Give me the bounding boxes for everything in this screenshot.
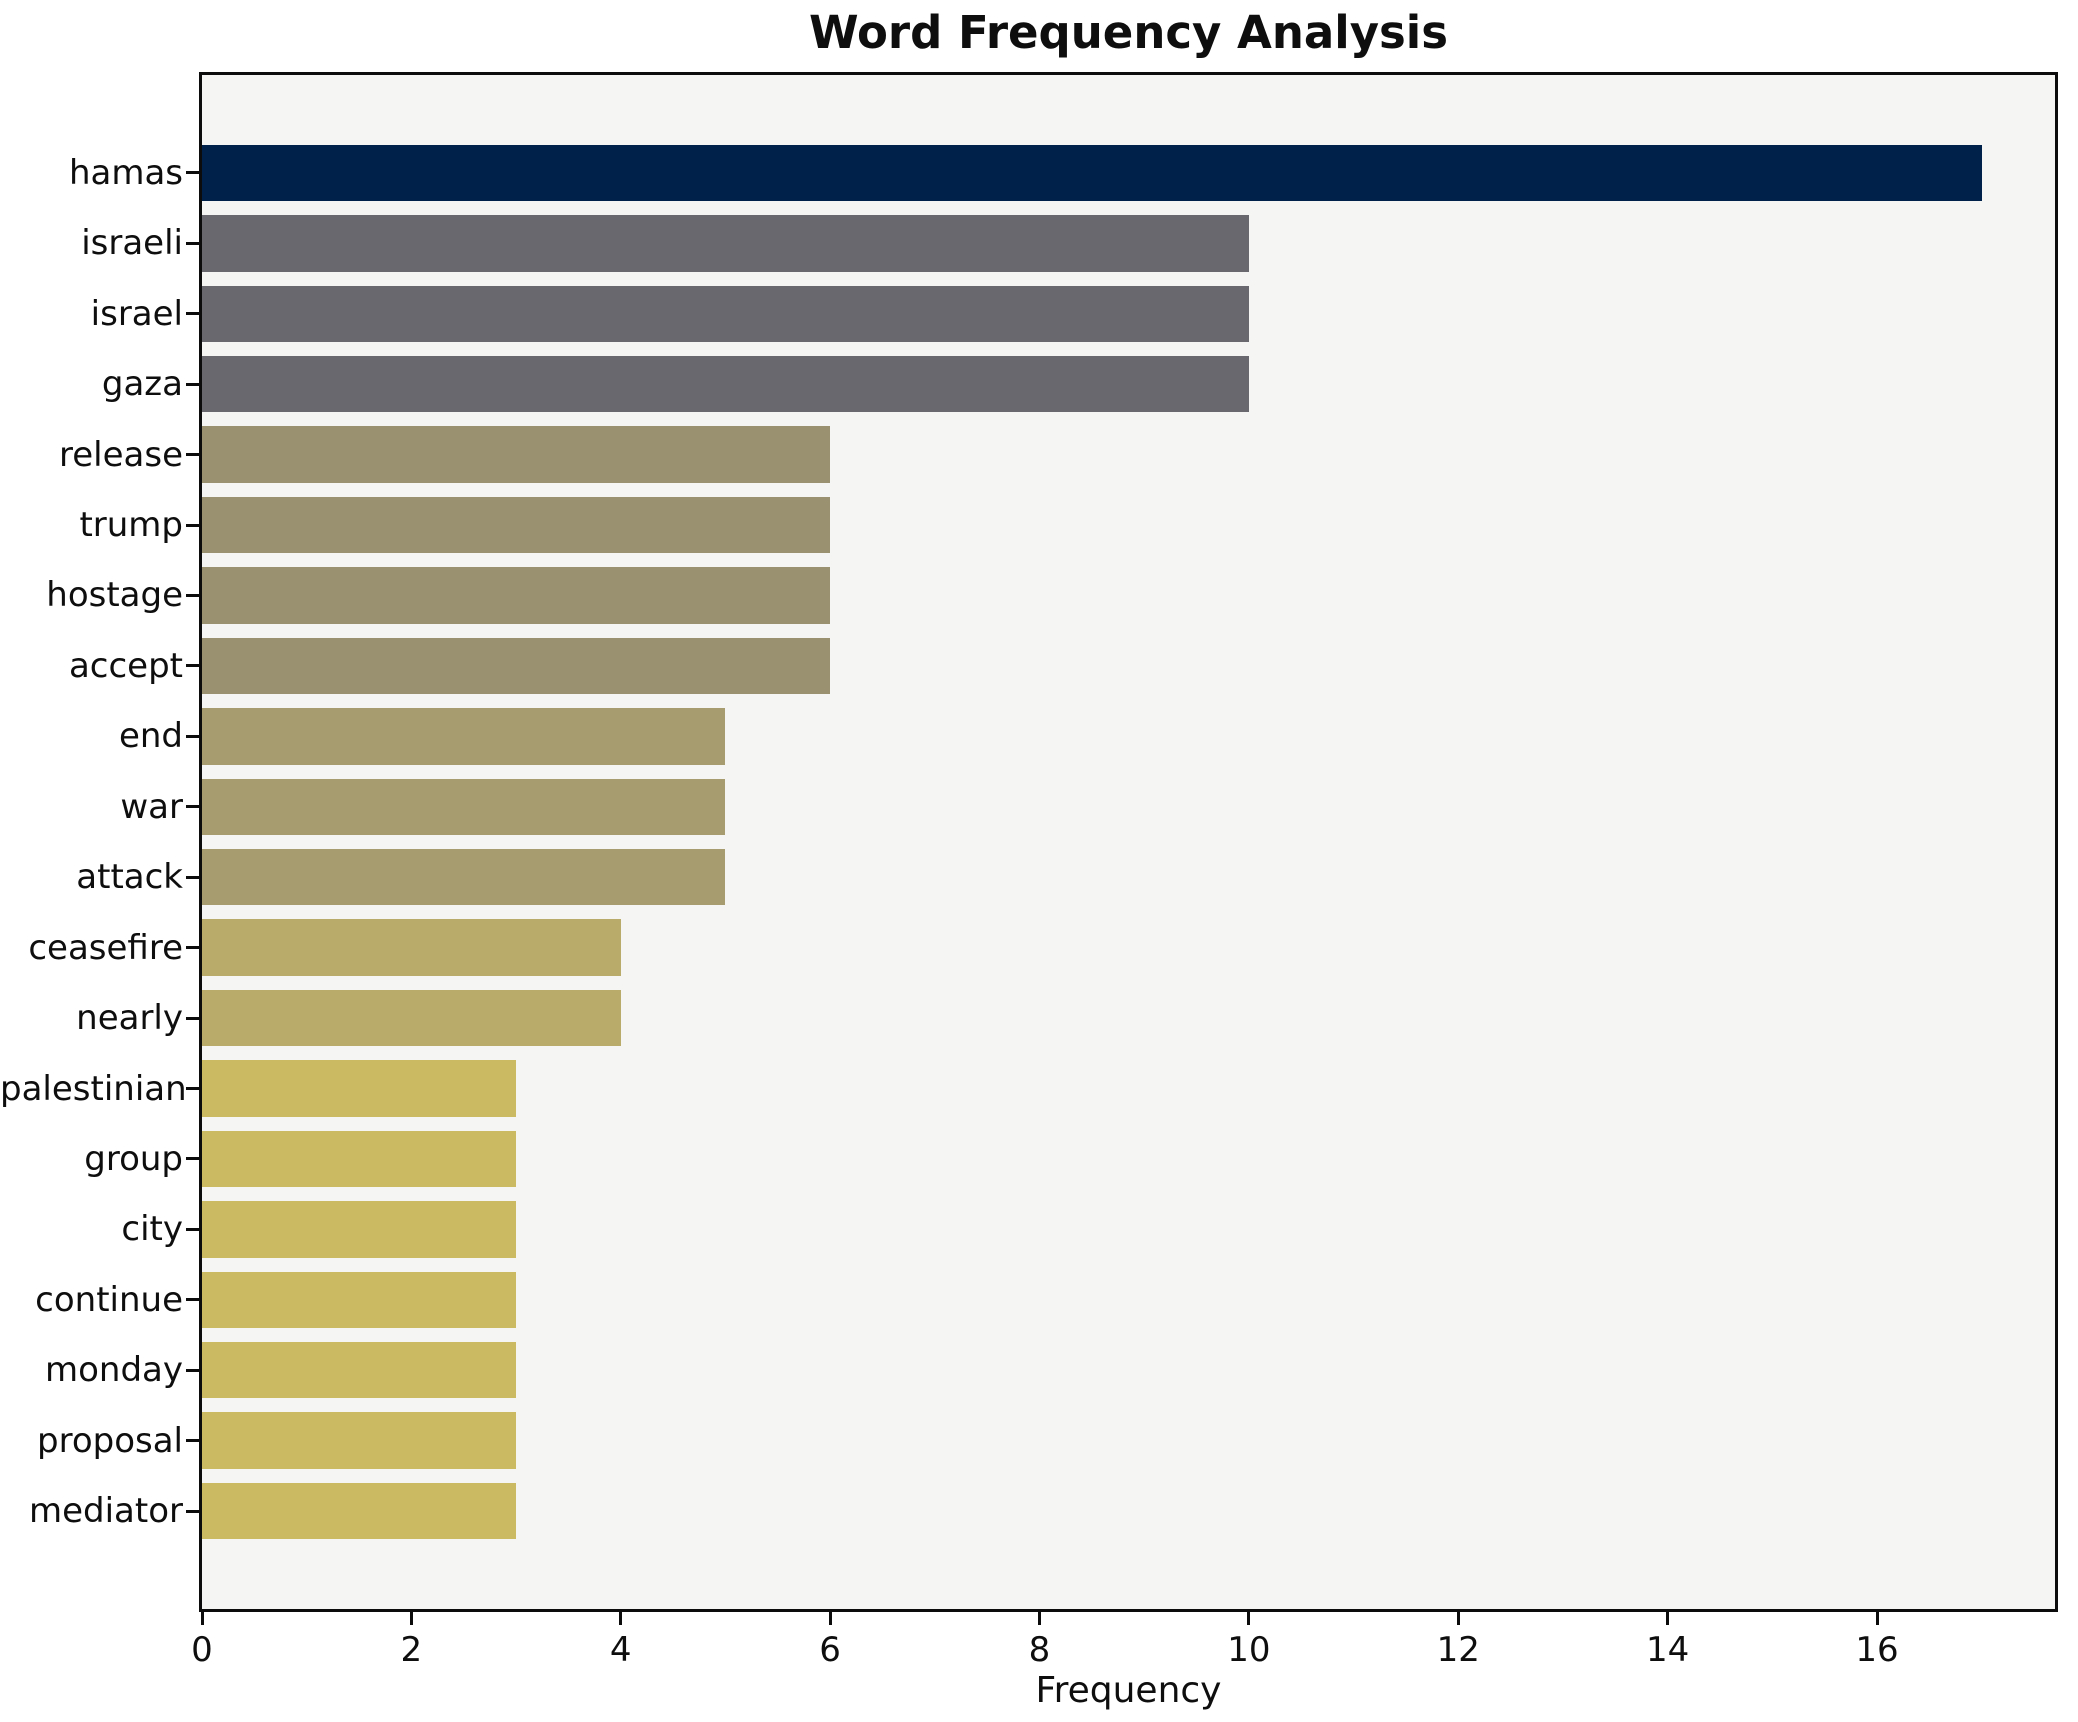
x-tick-label: 6 bbox=[819, 1630, 841, 1670]
y-tick-label: continue bbox=[35, 1279, 183, 1320]
x-tick-label: 12 bbox=[1436, 1630, 1480, 1670]
bar-attack bbox=[202, 849, 726, 906]
y-tick-mark bbox=[186, 1368, 199, 1372]
x-tick-mark bbox=[619, 1612, 623, 1625]
y-tick-mark bbox=[186, 593, 199, 597]
y-tick-label: proposal bbox=[37, 1420, 183, 1461]
bar-city bbox=[202, 1201, 517, 1258]
bar-israel bbox=[202, 285, 1249, 342]
y-tick-label: monday bbox=[44, 1350, 183, 1391]
x-tick-label: 4 bbox=[609, 1630, 632, 1670]
x-tick-mark bbox=[409, 1612, 413, 1625]
y-tick-label: nearly bbox=[76, 998, 183, 1039]
bar-release bbox=[202, 426, 831, 483]
y-tick-mark bbox=[186, 312, 199, 316]
x-tick-label: 0 bbox=[191, 1630, 213, 1670]
x-tick-label: 2 bbox=[400, 1630, 423, 1670]
y-tick-label: hamas bbox=[68, 152, 183, 193]
x-tick-mark bbox=[1456, 1612, 1460, 1625]
y-tick-label: ceasefire bbox=[28, 927, 183, 968]
plot-area bbox=[199, 72, 2058, 1612]
y-tick-mark bbox=[186, 875, 199, 879]
x-tick-mark bbox=[200, 1612, 204, 1625]
y-tick-label: release bbox=[59, 434, 183, 475]
x-tick-mark bbox=[1666, 1612, 1670, 1625]
y-tick-label: hostage bbox=[46, 575, 183, 616]
y-tick-label: israeli bbox=[81, 223, 183, 264]
bar-accept bbox=[202, 637, 831, 695]
bar-war bbox=[202, 778, 726, 835]
y-tick-label: group bbox=[84, 1138, 183, 1179]
y-tick-mark bbox=[186, 1016, 199, 1020]
bar-nearly bbox=[202, 989, 621, 1047]
bar-hamas bbox=[202, 144, 1982, 202]
bar-mediator bbox=[202, 1482, 517, 1540]
x-axis-title: Frequency bbox=[1035, 1670, 1222, 1711]
y-tick-mark bbox=[186, 241, 199, 245]
x-tick-mark bbox=[1247, 1612, 1251, 1625]
x-tick-label: 16 bbox=[1855, 1630, 1899, 1670]
y-tick-label: end bbox=[118, 716, 183, 757]
y-tick-label: war bbox=[120, 786, 183, 827]
y-tick-label: gaza bbox=[101, 364, 183, 405]
bar-end bbox=[202, 708, 726, 765]
y-tick-mark bbox=[186, 382, 199, 386]
y-tick-mark bbox=[186, 664, 199, 668]
y-tick-mark bbox=[186, 1157, 199, 1161]
x-tick-label: 10 bbox=[1227, 1630, 1271, 1670]
y-tick-label: accept bbox=[68, 645, 183, 686]
bar-group bbox=[202, 1130, 517, 1188]
y-tick-mark bbox=[186, 523, 199, 527]
y-tick-mark bbox=[186, 1298, 199, 1302]
bar-palestinian bbox=[202, 1060, 517, 1117]
y-tick-label: palestinian bbox=[0, 1068, 187, 1109]
chart-title: Word Frequency Analysis bbox=[808, 6, 1449, 59]
y-tick-mark bbox=[186, 946, 199, 950]
y-tick-mark bbox=[186, 1087, 199, 1090]
bar-trump bbox=[202, 496, 831, 554]
y-tick-mark bbox=[186, 805, 199, 809]
bar-hostage bbox=[202, 567, 831, 624]
x-tick-mark bbox=[1038, 1612, 1041, 1625]
bar-israeli bbox=[202, 215, 1249, 272]
bar-ceasefire bbox=[202, 919, 621, 976]
y-tick-mark bbox=[186, 1439, 199, 1443]
x-tick-label: 14 bbox=[1646, 1630, 1690, 1670]
x-tick-mark bbox=[1875, 1612, 1879, 1625]
y-tick-mark bbox=[186, 453, 199, 457]
y-tick-mark bbox=[186, 734, 199, 738]
y-tick-label: attack bbox=[76, 857, 183, 898]
y-tick-label: city bbox=[121, 1209, 183, 1250]
y-tick-mark bbox=[186, 1509, 199, 1513]
bar-continue bbox=[202, 1271, 517, 1328]
bar-gaza bbox=[202, 356, 1249, 413]
y-tick-mark bbox=[186, 171, 199, 175]
x-tick-label: 8 bbox=[1028, 1630, 1051, 1670]
y-tick-label: israel bbox=[90, 293, 183, 334]
y-tick-label: mediator bbox=[28, 1491, 183, 1532]
y-tick-mark bbox=[186, 1227, 199, 1231]
x-tick-mark bbox=[828, 1612, 832, 1625]
y-tick-label: trump bbox=[79, 505, 183, 546]
bar-monday bbox=[202, 1342, 517, 1399]
bar-proposal bbox=[202, 1412, 517, 1469]
